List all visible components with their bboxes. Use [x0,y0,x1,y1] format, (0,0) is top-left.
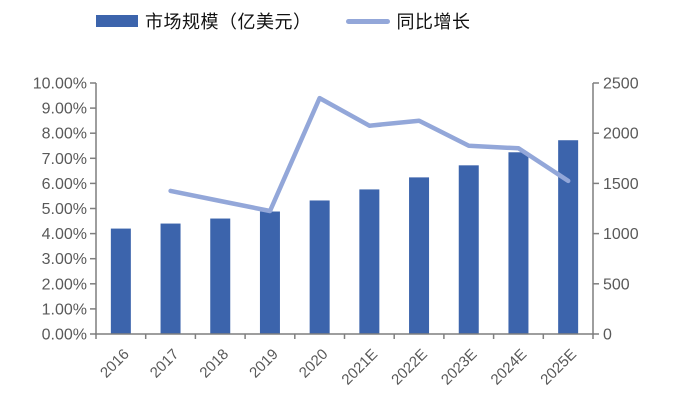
y-axis-left-label: 0.00% [42,327,87,344]
x-axis-label-2023E: 2023E [438,346,481,389]
y-axis-left-label: 9.00% [42,101,87,118]
x-axis-label-2022E: 2022E [388,346,431,389]
bar-2018 [210,218,231,334]
bar-2023E [458,165,479,334]
bar-2017 [160,223,181,334]
y-axis-left-label: 5.00% [42,201,87,218]
bar-2021E [359,189,380,334]
bar-series-label: 市场规模（亿美元） [145,12,312,33]
x-axis-label-2016: 2016 [97,346,133,382]
bar-2024E [508,152,529,334]
growth-line [168,95,571,214]
y-axis-left-label: 6.00% [42,176,87,193]
x-axis-label-2021E: 2021E [338,346,381,389]
y-axis-right-label: 500 [603,276,630,293]
y-axis-left-label: 4.00% [42,226,87,243]
bar-2020 [309,200,330,334]
y-axis-right-label: 1000 [603,226,639,243]
y-axis-left-label: 1.00% [42,301,87,318]
legend-item-market-size: 市场规模（亿美元） [96,8,312,34]
line-series-swatch [345,18,390,24]
bar-2016 [110,228,131,334]
x-axis-label-2019: 2019 [246,346,282,382]
bar-2019 [259,211,280,334]
y-axis-left-label: 2.00% [42,276,87,293]
x-axis-label-2024E: 2024E [488,346,531,389]
y-axis-right-label: 2500 [603,76,639,93]
y-axis-left-label: 8.00% [42,126,87,143]
y-axis-left-label: 7.00% [42,151,87,168]
chart-legend: 市场规模（亿美元） 同比增长 [96,8,471,34]
y-axis-left-label: 3.00% [42,251,87,268]
y-axis-left-label: 10.00% [33,76,87,93]
line-series-label: 同比增长 [396,12,471,33]
x-axis-label-2025E: 2025E [537,346,580,389]
legend-item-yoy-growth: 同比增长 [345,8,471,34]
y-axis-right-label: 1500 [603,176,639,193]
bar-series-swatch [96,15,138,27]
bar-2022E [409,177,430,334]
x-axis-label-2018: 2018 [196,346,232,382]
bar-2025E [558,140,579,334]
x-axis-label-2020: 2020 [296,346,332,382]
x-axis-label-2017: 2017 [147,346,183,382]
y-axis-right-label: 2000 [603,126,639,143]
y-axis-right-label: 0 [603,327,612,344]
